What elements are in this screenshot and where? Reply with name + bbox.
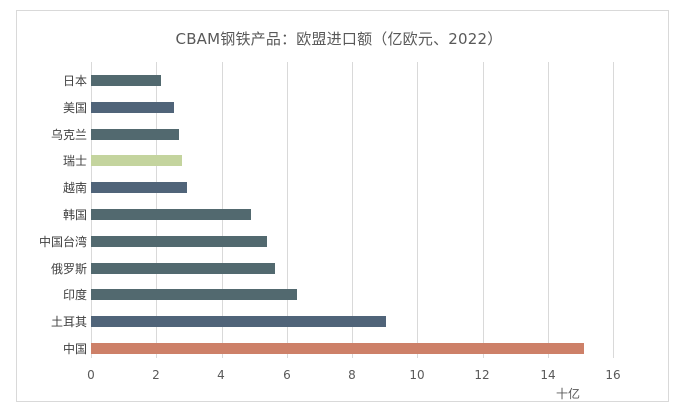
x-tick: 14 [540, 368, 556, 382]
bar [91, 155, 183, 167]
x-tick: 2 [152, 368, 160, 382]
category-label: 日本 [62, 74, 87, 88]
x-tick: 8 [348, 368, 356, 382]
bar [91, 343, 584, 354]
category-label: 韩国 [62, 208, 87, 222]
chart-title: CBAM钢铁产品：欧盟进口额（亿欧元、2022） [175, 30, 503, 48]
category-label: 印度 [62, 288, 87, 303]
x-tick: 0 [87, 368, 95, 382]
gridline [482, 62, 484, 358]
x-tick: 12 [474, 368, 490, 382]
bar [91, 128, 180, 140]
category-label: 乌克兰 [50, 127, 87, 142]
bar [91, 209, 251, 220]
x-axis-unit-label: 十亿 [556, 387, 581, 401]
x-tick: 4 [217, 368, 225, 382]
category-label: 美国 [62, 100, 87, 115]
bar [91, 316, 387, 328]
category-label: 中国台湾 [38, 234, 87, 249]
category-label: 瑞士 [62, 154, 87, 169]
x-tick: 10 [409, 368, 425, 382]
category-label: 土耳其 [50, 315, 87, 330]
bar [91, 101, 175, 113]
category-label: 越南 [62, 181, 87, 196]
bar [91, 182, 188, 194]
bar [91, 289, 297, 301]
gridline [613, 62, 614, 358]
bar [91, 262, 276, 274]
bar [91, 75, 162, 86]
category-label: 俄罗斯 [50, 261, 87, 276]
category-label: 中国 [62, 342, 87, 356]
x-tick: 16 [605, 368, 621, 382]
gridline [547, 62, 549, 358]
gridline [417, 62, 419, 358]
x-tick: 6 [283, 368, 291, 382]
gridline [286, 62, 288, 358]
bar [91, 235, 268, 247]
gridline [352, 62, 353, 358]
